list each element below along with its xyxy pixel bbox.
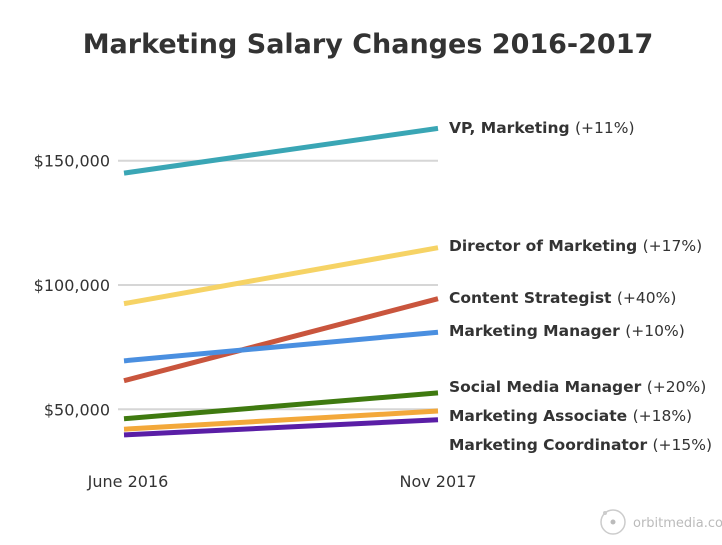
series-line [123,408,439,432]
y-tick-label: $150,000 [34,152,110,171]
series-name: Social Media Manager [449,378,647,396]
series-line [123,390,439,422]
series-label: Content Strategist (+40%) [449,289,676,307]
series-line [123,329,439,364]
series-label: Marketing Associate (+18%) [449,407,692,425]
y-tick-label: $50,000 [44,400,110,419]
orbitmedia-logo: orbitmedia.com [600,509,722,535]
series-name: Marketing Manager [449,322,625,340]
watermark-text: orbitmedia.com [633,516,722,531]
series-label: VP, Marketing (+11%) [449,119,635,137]
series-name: Director of Marketing [449,237,643,255]
x-tick-label: Nov 2017 [399,472,476,491]
series-name: Marketing Associate [449,407,633,425]
series-line [123,417,439,438]
series-line [123,125,439,176]
chart-title: Marketing Salary Changes 2016-2017 [83,29,654,60]
series-line [123,245,439,307]
series-name: Content Strategist [449,289,617,307]
series-change: (+20%) [647,378,707,396]
series-change: (+40%) [617,289,677,307]
series-change: (+10%) [625,322,685,340]
x-tick-label: June 2016 [87,472,169,491]
series-label: Social Media Manager (+20%) [449,378,706,396]
series-line [123,296,439,384]
y-tick-label: $100,000 [34,276,110,295]
series-label: Marketing Manager (+10%) [449,322,685,340]
series-change: (+15%) [653,436,713,454]
series-change: (+17%) [643,237,703,255]
series-name: VP, Marketing [449,119,575,137]
series-change: (+11%) [575,119,635,137]
series-change: (+18%) [633,407,693,425]
series-label: Marketing Coordinator (+15%) [449,436,712,454]
series-label: Director of Marketing (+17%) [449,237,702,255]
series-name: Marketing Coordinator [449,436,653,454]
